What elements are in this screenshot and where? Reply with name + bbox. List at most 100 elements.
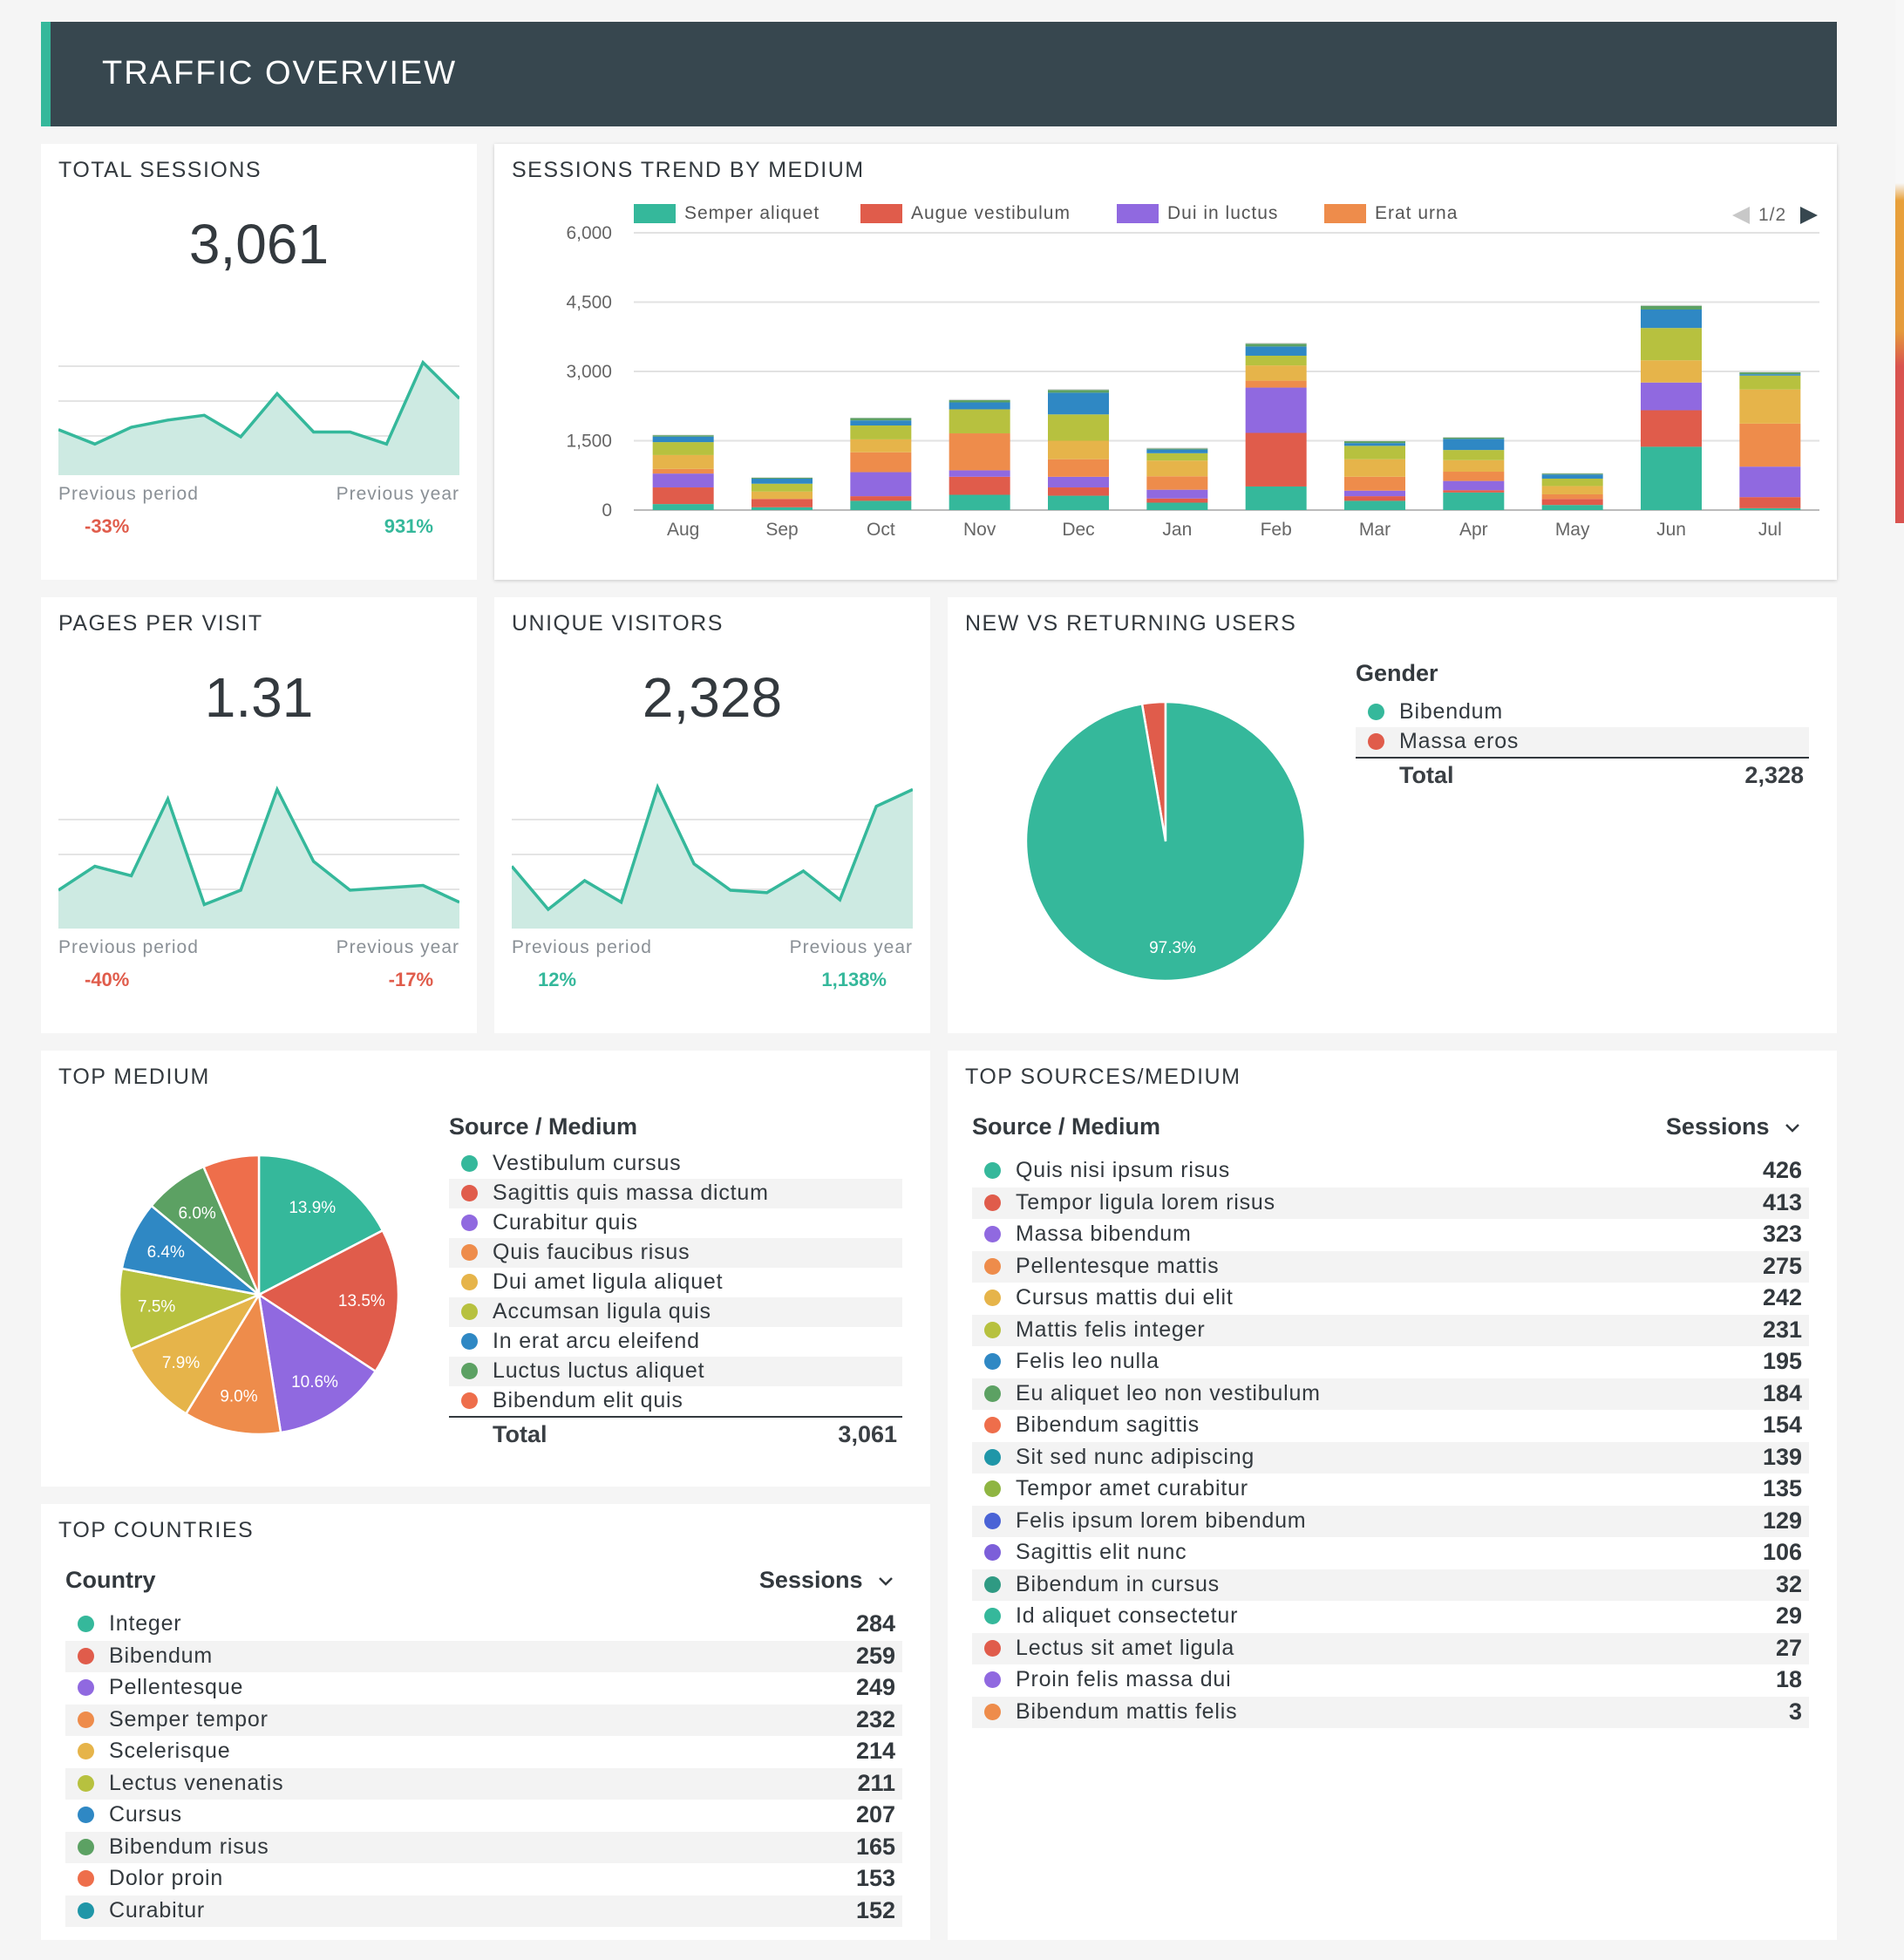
legend-item[interactable]: Massa eros	[1356, 727, 1809, 757]
legend-item[interactable]: Bibendum	[1356, 698, 1809, 727]
bar-segment[interactable]	[949, 494, 1010, 510]
bar-segment[interactable]	[1541, 499, 1603, 506]
column-header-sessions[interactable]: Sessions	[759, 1567, 894, 1594]
bar-segment[interactable]	[1641, 309, 1702, 329]
column-header-sessions[interactable]: Sessions	[1666, 1113, 1800, 1140]
bar-segment[interactable]	[1541, 505, 1603, 510]
bar-segment[interactable]	[1641, 382, 1702, 411]
bar-segment[interactable]	[1739, 497, 1801, 508]
bar-segment[interactable]	[1146, 489, 1208, 499]
bar-segment[interactable]	[949, 402, 1010, 410]
bar-segment[interactable]	[949, 433, 1010, 471]
bar-segment[interactable]	[1541, 478, 1603, 487]
bar-segment[interactable]	[652, 436, 714, 443]
bar-segment[interactable]	[1541, 473, 1603, 475]
bar-segment[interactable]	[1245, 344, 1307, 347]
bar-segment[interactable]	[1245, 387, 1307, 433]
table-row[interactable]: Lectus venenatis 211	[65, 1767, 902, 1800]
bar-segment[interactable]	[1344, 459, 1405, 477]
table-row[interactable]: Pellentesque 249	[65, 1672, 902, 1705]
bar-segment[interactable]	[1048, 390, 1109, 393]
bar-segment[interactable]	[652, 468, 714, 474]
table-row[interactable]: Mattis felis integer 231	[972, 1314, 1809, 1346]
legend-item[interactable]: Augue vestibulum	[860, 203, 1071, 224]
bar-segment[interactable]	[1541, 473, 1603, 474]
bar-segment[interactable]	[949, 409, 1010, 434]
bar-segment[interactable]	[1541, 486, 1603, 494]
bar-segment[interactable]	[850, 472, 912, 497]
table-row[interactable]: Cursus 207	[65, 1800, 902, 1832]
bar-segment[interactable]	[1443, 480, 1505, 491]
bar-segment[interactable]	[1146, 498, 1208, 503]
bar-segment[interactable]	[1344, 446, 1405, 459]
bar-segment[interactable]	[1739, 375, 1801, 390]
legend-item[interactable]: Bibendum elit quis	[449, 1386, 902, 1416]
table-row[interactable]: Sit sed nunc adipiscing 139	[972, 1441, 1809, 1473]
table-row[interactable]: Dolor proin 153	[65, 1863, 902, 1895]
bar-segment[interactable]	[1146, 476, 1208, 490]
bar-segment[interactable]	[652, 473, 714, 488]
table-row[interactable]: Quis nisi ipsum risus 426	[972, 1155, 1809, 1188]
bar-segment[interactable]	[1048, 476, 1109, 488]
bar-segment[interactable]	[1443, 439, 1505, 451]
bar-segment[interactable]	[1443, 490, 1505, 493]
bar-segment[interactable]	[1443, 459, 1505, 473]
bar-segment[interactable]	[1443, 492, 1505, 510]
bar-segment[interactable]	[850, 496, 912, 501]
table-row[interactable]: Felis ipsum lorem bibendum 129	[972, 1505, 1809, 1537]
bar-segment[interactable]	[1245, 432, 1307, 487]
bar-segment[interactable]	[652, 504, 714, 510]
pie-slice[interactable]	[184, 1291, 282, 1436]
legend-item[interactable]: Sagittis quis massa dictum	[449, 1179, 902, 1208]
table-row[interactable]: Id aliquet consectetur 29	[972, 1601, 1809, 1633]
bar-segment[interactable]	[1443, 437, 1505, 439]
legend-item[interactable]: Vestibulum cursus	[449, 1149, 902, 1179]
bar-segment[interactable]	[1739, 466, 1801, 498]
table-row[interactable]: Eu aliquet leo non vestibulum 184	[972, 1378, 1809, 1410]
bar-segment[interactable]	[1146, 447, 1208, 449]
bar-segment[interactable]	[652, 434, 714, 436]
table-row[interactable]: Bibendum mattis felis 3	[972, 1696, 1809, 1728]
bar-segment[interactable]	[1048, 459, 1109, 477]
table-row[interactable]: Bibendum 259	[65, 1640, 902, 1672]
table-row[interactable]: Tempor amet curabitur 135	[972, 1473, 1809, 1506]
legend-item[interactable]: In erat arcu eleifend	[449, 1327, 902, 1357]
table-row[interactable]: Bibendum risus 165	[65, 1831, 902, 1863]
bar-segment[interactable]	[1641, 305, 1702, 310]
table-row[interactable]: Felis leo nulla 195	[972, 1346, 1809, 1378]
bar-segment[interactable]	[1146, 448, 1208, 450]
prev-page-icon[interactable]	[1731, 205, 1751, 226]
bar-segment[interactable]	[751, 477, 813, 479]
bar-segment[interactable]	[1344, 440, 1405, 442]
bar-segment[interactable]	[1541, 493, 1603, 500]
bar-segment[interactable]	[1739, 507, 1801, 510]
bar-segment[interactable]	[1344, 443, 1405, 446]
bar-segment[interactable]	[850, 418, 912, 419]
bar-segment[interactable]	[1245, 365, 1307, 381]
bar-segment[interactable]	[1641, 410, 1702, 447]
bar-segment[interactable]	[1146, 460, 1208, 477]
legend-item[interactable]: Luctus luctus aliquet	[449, 1357, 902, 1386]
bar-segment[interactable]	[949, 399, 1010, 403]
bar-segment[interactable]	[1344, 490, 1405, 497]
bar-segment[interactable]	[1245, 486, 1307, 510]
bar-segment[interactable]	[1048, 495, 1109, 510]
pie-slice[interactable]	[256, 1228, 400, 1373]
bar-segment[interactable]	[1048, 414, 1109, 441]
legend-item[interactable]: Semper aliquet	[634, 203, 819, 224]
legend-item[interactable]: Curabitur quis	[449, 1208, 902, 1238]
bar-segment[interactable]	[850, 420, 912, 426]
bar-segment[interactable]	[652, 442, 714, 455]
pie-slice[interactable]	[257, 1292, 377, 1434]
bar-segment[interactable]	[949, 476, 1010, 495]
bar-segment[interactable]	[1739, 371, 1801, 373]
bar-segment[interactable]	[1245, 343, 1307, 344]
table-row[interactable]: Bibendum sagittis 154	[972, 1410, 1809, 1442]
bar-segment[interactable]	[949, 398, 1010, 400]
bar-segment[interactable]	[1641, 360, 1702, 383]
bar-segment[interactable]	[1443, 472, 1505, 481]
bar-segment[interactable]	[751, 491, 813, 500]
bar-segment[interactable]	[850, 439, 912, 453]
bar-segment[interactable]	[1739, 374, 1801, 376]
pie-slice[interactable]	[129, 1292, 262, 1416]
